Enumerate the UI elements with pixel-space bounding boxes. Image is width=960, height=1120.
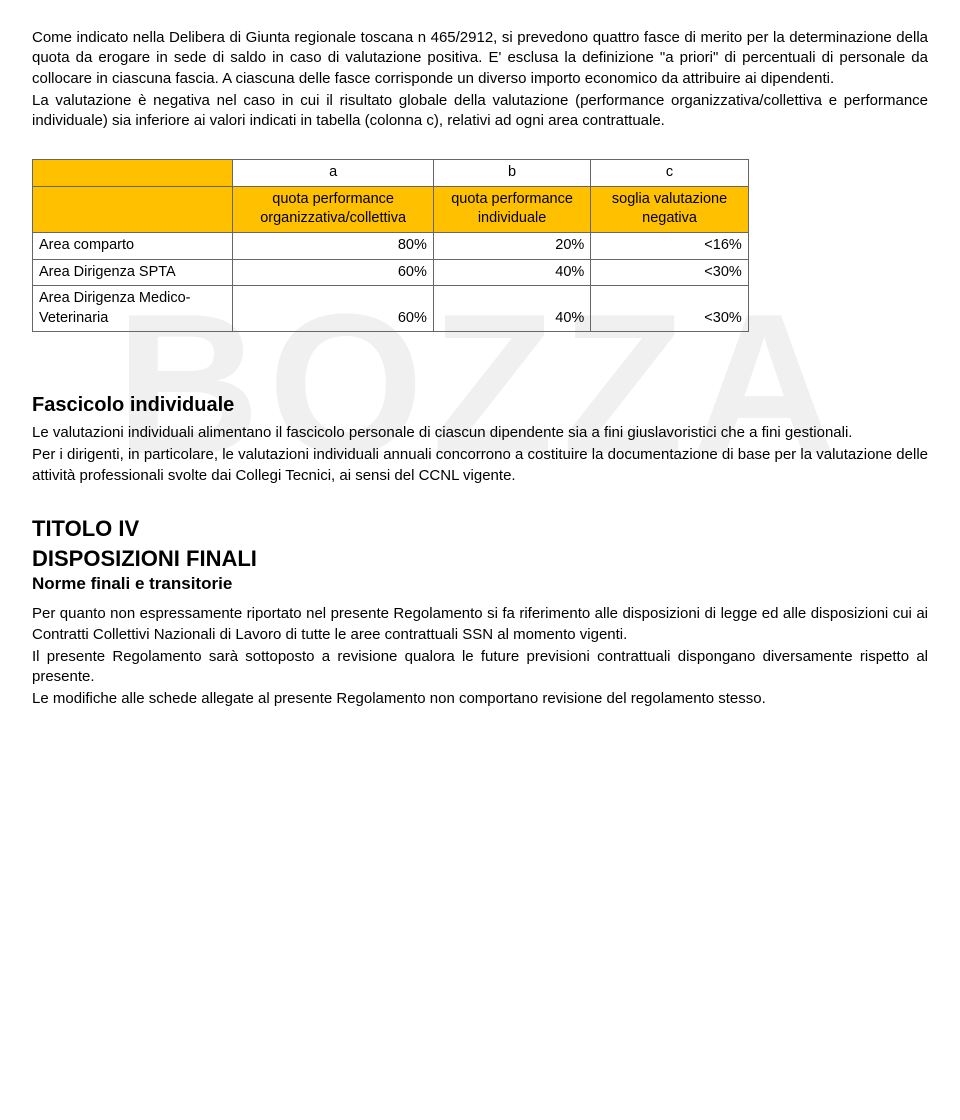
row-val-a: 80% [233,232,433,259]
row-label: Area comparto [33,232,233,259]
row-val-a: 60% [233,259,433,286]
table-row: Area Dirigenza SPTA 60% 40% <30% [33,259,749,286]
fascicolo-para-2: Per i dirigenti, in particolare, le valu… [32,445,928,486]
row-val-c: <16% [591,232,748,259]
row-val-b: 20% [433,232,590,259]
row-val-b: 40% [433,259,590,286]
title-disposizioni: DISPOSIZIONI FINALI [32,544,928,574]
table-col-c: c [591,160,748,187]
intro-para-2: La valutazione è negativa nel caso in cu… [32,91,928,132]
row-val-c: <30% [591,259,748,286]
final-para-3: Le modifiche alle schede allegate al pre… [32,689,928,709]
table-row: Area comparto 80% 20% <16% [33,232,749,259]
title-titolo-iv: TITOLO IV [32,514,928,544]
final-para-1: Per quanto non espressamente riportato n… [32,604,928,645]
page-content: Come indicato nella Delibera di Giunta r… [32,28,928,710]
row-val-b: 40% [433,286,590,332]
row-label: Area Dirigenza SPTA [33,259,233,286]
table-col-a: a [233,160,433,187]
row-val-c: <30% [591,286,748,332]
row-label: Area Dirigenza Medico-Veterinaria [33,286,233,332]
row-val-a: 60% [233,286,433,332]
intro-para-1: Come indicato nella Delibera di Giunta r… [32,28,928,89]
table-header-c: soglia valutazione negativa [591,186,748,232]
subtitle-norme: Norme finali e transitorie [32,573,928,596]
table-header-a: quota performance organizzativa/colletti… [233,186,433,232]
final-para-2: Il presente Regolamento sarà sottoposto … [32,647,928,688]
table-col-b: b [433,160,590,187]
section-heading-fascicolo: Fascicolo individuale [32,392,928,419]
table-header-b: quota performance individuale [433,186,590,232]
fascicolo-para-1: Le valutazioni individuali alimentano il… [32,423,928,443]
table-row: Area Dirigenza Medico-Veterinaria 60% 40… [33,286,749,332]
quota-table: a b c quota performance organizzativa/co… [32,159,749,332]
